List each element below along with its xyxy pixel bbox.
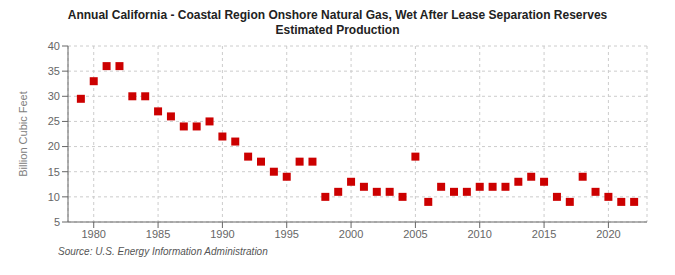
svg-text:25: 25 [48,115,60,127]
svg-text:1980: 1980 [81,228,105,240]
html-text:Estimated Production: Estimated Production [275,23,400,37]
svg-text:35: 35 [48,65,60,77]
svg-text:1985: 1985 [146,228,170,240]
html-text:Source: U.S. Energy Informatio: Source: U.S. Energy Information Administ… [58,246,268,257]
svg-text:40: 40 [48,40,60,52]
svg-text:10: 10 [48,191,60,203]
svg-text:1995: 1995 [274,228,298,240]
svg-text:2015: 2015 [532,228,556,240]
svg-text:2020: 2020 [596,228,620,240]
svg-text:5: 5 [54,216,60,228]
svg-text:2000: 2000 [339,228,363,240]
svg-text:30: 30 [48,90,60,102]
svg-text:2010: 2010 [467,228,491,240]
svg-text:Billion Cubic Feet: Billion Cubic Feet [17,91,29,177]
svg-text:1990: 1990 [210,228,234,240]
svg-text:2005: 2005 [403,228,427,240]
html-text:Annual California - Coastal Re: Annual California - Coastal Region Onsho… [67,8,608,22]
svg-text:15: 15 [48,166,60,178]
svg-text:20: 20 [48,140,60,152]
